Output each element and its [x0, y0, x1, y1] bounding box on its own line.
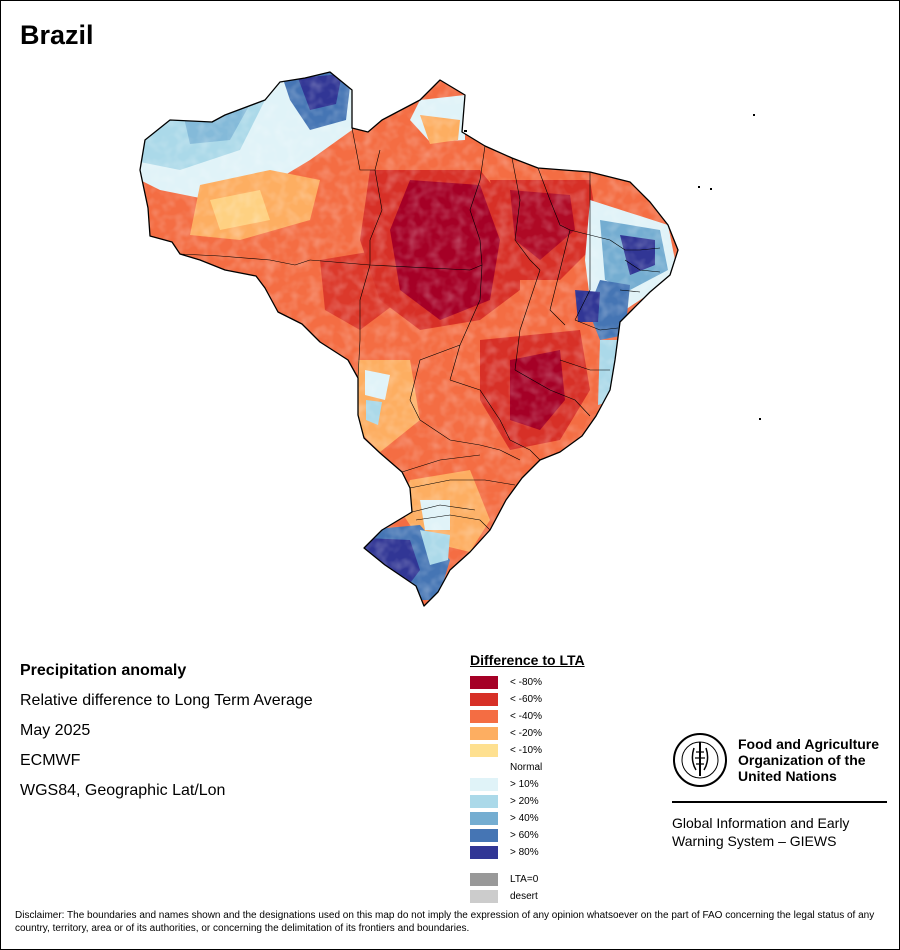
giews-name: Global Information and Early Warning Sys… [672, 815, 850, 849]
state-boundaries [179, 127, 661, 531]
legend-item: > 60% [470, 827, 585, 844]
legend-swatch [470, 693, 498, 706]
legend-item: > 10% [470, 776, 585, 793]
legend-label: < -40% [510, 711, 542, 722]
legend-label: Normal [510, 762, 543, 773]
map-title: Brazil [20, 20, 94, 50]
legend-swatch [470, 778, 498, 791]
legend-label: > 80% [510, 847, 539, 858]
legend-title: Difference to LTA [470, 652, 585, 668]
legend-swatch [470, 829, 498, 842]
info-line-3: ECMWF [20, 752, 81, 769]
legend-label: > 60% [510, 830, 539, 841]
info-line-2: May 2025 [20, 722, 91, 739]
map-info: Precipitation anomaly Relative differenc… [20, 656, 313, 806]
legend-label: < -80% [510, 677, 542, 688]
legend-swatch [470, 744, 498, 757]
legend-item: > 80% [470, 844, 585, 861]
legend-swatch [470, 795, 498, 808]
legend-swatch [470, 676, 498, 689]
legend-item: < -60% [470, 691, 585, 708]
legend: Difference to LTA < -80% < -60% < -40% < -2… [470, 652, 585, 905]
info-heading: Precipitation anomaly [20, 662, 187, 679]
islands [464, 114, 761, 420]
info-line-1: Relative difference to Long Term Average [20, 692, 313, 709]
legend-label: > 10% [510, 779, 539, 790]
legend-swatch [470, 812, 498, 825]
legend-item: < -20% [470, 725, 585, 742]
legend-item: Normal [470, 759, 585, 776]
legend-item: < -40% [470, 708, 585, 725]
legend-extra-label: desert [510, 891, 538, 902]
legend-extra-item: desert [470, 888, 585, 905]
fao-divider [672, 801, 887, 803]
disclaimer: Disclaimer: The boundaries and names sho… [15, 910, 875, 934]
legend-swatch [470, 761, 498, 774]
legend-extra-label: LTA=0 [510, 874, 539, 885]
legend-swatch [470, 727, 498, 740]
legend-swatch [470, 710, 498, 723]
legend-label: > 40% [510, 813, 539, 824]
fao-org-name: Food and Agriculture Organization of the… [738, 736, 880, 784]
legend-item: < -80% [470, 674, 585, 691]
legend-label: < -10% [510, 745, 542, 756]
fao-logo-icon [673, 733, 727, 787]
brazil-border [139, 71, 679, 607]
info-line-4: WGS84, Geographic Lat/Lon [20, 782, 226, 799]
legend-label: < -20% [510, 728, 542, 739]
legend-label: > 20% [510, 796, 539, 807]
precipitation-map [139, 71, 761, 607]
legend-item: > 20% [470, 793, 585, 810]
legend-extra-item: LTA=0 [470, 871, 585, 888]
legend-extra-swatch [470, 873, 498, 886]
legend-item: < -10% [470, 742, 585, 759]
legend-label: < -60% [510, 694, 542, 705]
legend-swatch [470, 846, 498, 859]
legend-item: > 40% [470, 810, 585, 827]
legend-extra-swatch [470, 890, 498, 903]
anomaly-raster [140, 72, 678, 606]
